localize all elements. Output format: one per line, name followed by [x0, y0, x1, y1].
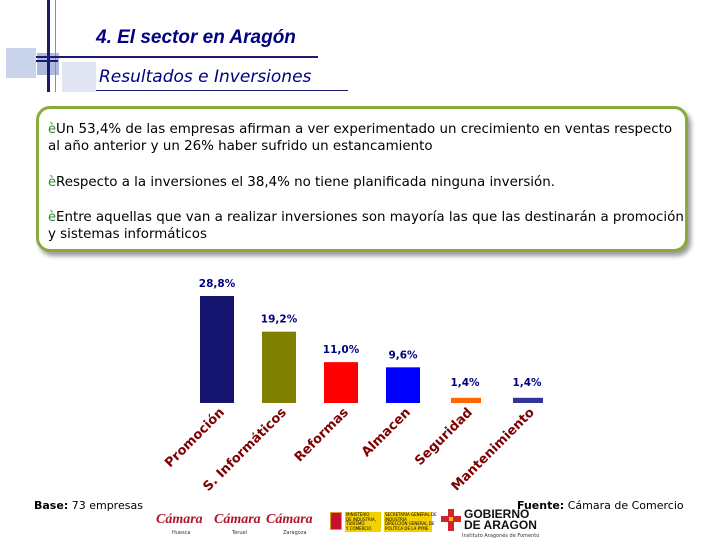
ministerio-bar [345, 512, 381, 532]
footer-source: Fuente: Cámara de Comercio [517, 499, 684, 512]
logo-camara-text: Cámara [214, 512, 261, 527]
secretaria-line: DIRECCIÓN GENERAL DE [385, 521, 435, 526]
gobierno-line1: GOBIERNO [464, 507, 530, 521]
summary-box: èUn 53,4% de las empresas afirman a ver … [36, 106, 688, 252]
spain-coat-of-arms-icon [330, 512, 342, 530]
bullet-2-text: Respecto a la inversiones el 38,4% no ti… [56, 175, 555, 190]
ministerio-text: MINISTERIO DE INDUSTRIA, TURISMO Y COMER… [346, 512, 377, 531]
bar-5 [451, 397, 481, 403]
header-underline [36, 56, 318, 58]
bar-6 [513, 397, 543, 403]
source-label: Fuente: [517, 499, 565, 512]
secretaria-line: SECRETARÍA GENERAL DE [385, 512, 437, 517]
header-underline-2 [36, 60, 58, 62]
page-title: 4. El sector en Aragón [96, 27, 296, 48]
bullet-arrow-icon: è [48, 122, 56, 137]
bar-value-label: 1,4% [450, 377, 480, 389]
base-label: Base: [34, 499, 69, 512]
category-label: Reformas [292, 405, 352, 465]
secretaria-text: SECRETARÍA GENERAL DE INDUSTRIA DIRECCIÓ… [385, 512, 437, 531]
logo-camara-text: Cámara [266, 512, 313, 527]
logo-camara-text: Cámara [156, 512, 203, 527]
bar-value-label: 1,4% [512, 377, 542, 389]
header-vertical-line-thin [55, 0, 56, 92]
base-value: 73 empresas [71, 499, 143, 512]
footer-base: Base: 73 empresas [34, 499, 143, 512]
bar-value-label: 9,6% [388, 349, 418, 361]
bar-value-label: 19,2% [261, 314, 298, 326]
bullet-1-text: Un 53,4% de las empresas afirman a ver e… [48, 122, 673, 154]
ministerio-line: DE INDUSTRIA, [346, 516, 377, 522]
bullet-2: èRespecto a la inversiones el 38,4% no t… [48, 174, 684, 191]
category-label: Promoción [162, 405, 228, 471]
ministerio-line: MINISTERIO [346, 512, 370, 517]
bullet-arrow-icon: è [48, 210, 56, 225]
bar-4 [386, 367, 420, 403]
logo-camara-city: Huesca [172, 530, 191, 536]
logo-camara-city: Teruel [232, 530, 247, 536]
category-label: Seguridad [412, 405, 476, 469]
gobierno-line2: DE ARAGON [464, 518, 537, 532]
bullet-3-text: Entre aquellas que van a realizar invers… [48, 210, 684, 242]
secretaria-line: POLÍTICA DE LA PYME [385, 525, 429, 531]
page-subtitle: Resultados e Inversiones [99, 67, 312, 87]
secretaria-line: INDUSTRIA [385, 516, 407, 522]
aragon-cross-icon [441, 509, 461, 531]
logo-camara-city: Zaragoza [283, 530, 307, 536]
category-label: Almacen [359, 405, 414, 460]
bar-3 [324, 362, 358, 403]
bullet-arrow-icon: è [48, 175, 56, 190]
bar-2 [262, 331, 296, 403]
header-square-light [6, 48, 36, 78]
ministerio-line: Y COMERCIO [346, 525, 372, 531]
gobierno-dept: Instituto Aragonés de Fomento [462, 533, 540, 539]
bar-value-label: 28,8% [199, 278, 236, 290]
secretaria-bar [384, 512, 432, 532]
bar-1 [200, 296, 234, 403]
bullet-3: èEntre aquellas que van a realizar inver… [48, 209, 684, 243]
subtitle-underline [96, 90, 348, 91]
bar-value-label: 11,0% [323, 344, 360, 356]
header-vertical-line [47, 0, 50, 92]
bullet-1: èUn 53,4% de las empresas afirman a ver … [48, 121, 684, 155]
category-label: S. Informáticos [201, 405, 290, 494]
header-square-dark [62, 62, 96, 92]
category-label: Mantenimiento [449, 405, 538, 494]
ministerio-line: TURISMO [346, 521, 365, 526]
source-value: Cámara de Comercio [567, 499, 684, 512]
